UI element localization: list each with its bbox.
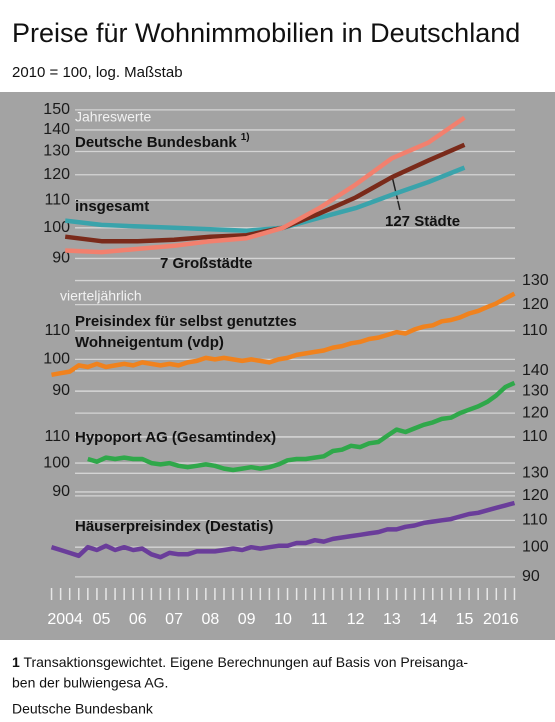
line-series: [65, 115, 466, 255]
x-tick-label: 09: [238, 611, 256, 628]
x-tick-label: 13: [383, 611, 401, 628]
x-tick-label: 05: [93, 611, 111, 628]
y-tick-label: 130: [522, 382, 549, 399]
x-tick-label: 10: [274, 611, 292, 628]
series-label: Preisindex für selbst genutztes Wohneigen…: [75, 313, 297, 351]
x-tick-label: 15: [456, 611, 474, 628]
x-tick-label: 06: [129, 611, 147, 628]
y-tick-label: 110: [44, 322, 70, 339]
y-tick-label: 120: [43, 166, 70, 183]
series-label: Häuserpreisindex (Destatis): [75, 518, 273, 535]
line-series: [50, 500, 516, 560]
panel-heading: Deutsche Bundesbank 1): [75, 132, 250, 151]
footnote: 1 Transaktionsgewichtet. Eigene Berechnu…: [12, 654, 468, 670]
series-label: insgesamt: [75, 198, 149, 215]
x-tick-label: 12: [347, 611, 365, 628]
y-tick-label: 90: [52, 483, 70, 500]
chart-subtitle: 2010 = 100, log. Maßstab: [12, 64, 183, 81]
series-label-line: Preisindex für selbst genutztes: [75, 313, 297, 330]
panel-heading-note: 1): [241, 132, 250, 143]
series-label: 127 Städte: [385, 213, 460, 230]
y-tick-label: 110: [522, 428, 548, 445]
y-tick-label: 110: [44, 428, 70, 445]
x-tick-label: 14: [419, 611, 437, 628]
y-tick-label: 120: [522, 296, 549, 313]
series-label: 7 Großstädte: [160, 255, 253, 272]
footnote-text: Transaktionsgewichtet. Eigene Berechnung…: [23, 654, 468, 670]
chart-title: Preise für Wohnimmobilien in Deutschland: [12, 18, 520, 48]
y-tick-label: 100: [43, 351, 70, 368]
y-tick-label: 90: [522, 568, 540, 585]
x-tick-label: 07: [165, 611, 183, 628]
y-tick-label: 110: [522, 512, 548, 529]
footnote-marker: 1: [12, 654, 20, 670]
y-tick-label: 130: [43, 143, 70, 160]
y-tick-label: 150: [43, 101, 70, 118]
y-tick-label: 90: [52, 250, 70, 267]
frequency-label: vierteljährlich: [60, 288, 142, 304]
panel-heading-text: Deutsche Bundesbank: [75, 134, 237, 151]
y-tick-label: 110: [44, 191, 70, 208]
y-tick-label: 130: [522, 465, 549, 482]
series-label: Hypoport AG (Gesamtindex): [75, 429, 276, 446]
line-series: [87, 380, 516, 473]
source: Deutsche Bundesbank: [12, 701, 154, 717]
series-label-line: Wohneigentum (vdp): [75, 334, 224, 351]
y-tick-label: 130: [522, 272, 549, 289]
line-series: [51, 291, 516, 378]
y-tick-label: 120: [522, 487, 549, 504]
x-tick-label: 2016: [483, 611, 519, 628]
y-tick-label: 90: [52, 382, 70, 399]
y-tick-label: 100: [43, 454, 70, 471]
x-tick-label: 2004: [47, 611, 83, 628]
x-tick-label: 11: [311, 611, 328, 628]
y-tick-label: 140: [522, 362, 549, 379]
y-tick-label: 100: [522, 538, 549, 555]
y-tick-label: 120: [522, 404, 549, 421]
x-tick-label: 08: [201, 611, 219, 628]
y-tick-label: 100: [43, 219, 70, 236]
footnote-text: ben der bulwiengesa AG.: [12, 675, 168, 691]
y-tick-label: 110: [522, 322, 548, 339]
frequency-label: Jahreswerte: [75, 109, 151, 125]
y-tick-label: 140: [43, 121, 70, 138]
